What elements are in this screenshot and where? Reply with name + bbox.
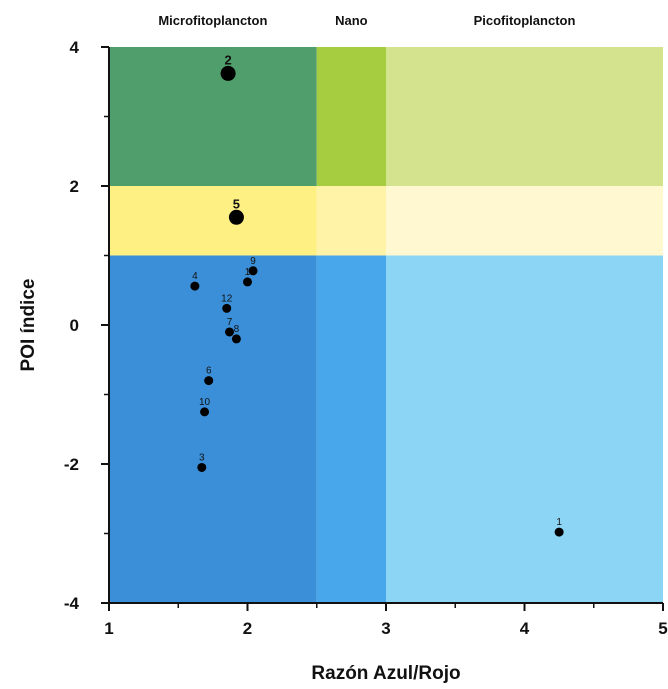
data-point <box>204 376 214 386</box>
data-point-label: 5 <box>233 196 240 211</box>
data-point <box>248 266 258 276</box>
data-point-label: 1 <box>245 267 251 278</box>
data-point-label: 12 <box>221 293 233 304</box>
region-8 <box>386 255 663 603</box>
region-7 <box>316 255 386 603</box>
data-point-label: 1 <box>556 517 562 528</box>
data-point-label: 2 <box>224 52 231 67</box>
region-5 <box>386 186 663 256</box>
data-point-label: 7 <box>227 317 233 328</box>
y-tick-label: -2 <box>64 455 79 474</box>
y-tick-label: -4 <box>64 594 80 613</box>
data-point <box>224 327 234 337</box>
y-tick-label: 2 <box>70 177 79 196</box>
data-point <box>243 277 252 287</box>
y-axis-title: POI índice <box>18 279 39 372</box>
x-tick-label: 5 <box>658 619 667 638</box>
region-label: Nano <box>335 13 368 28</box>
y-tick-label: 4 <box>70 38 80 57</box>
region-4 <box>316 186 386 256</box>
region-6 <box>109 255 317 603</box>
region-3 <box>109 186 317 256</box>
x-axis-title: Razón Azul/Rojo <box>311 663 460 684</box>
x-tick-label: 2 <box>243 619 252 638</box>
data-point <box>220 65 236 81</box>
data-point-label: 3 <box>199 452 205 463</box>
data-point <box>554 527 564 537</box>
y-tick-label: 0 <box>70 316 79 335</box>
data-point <box>231 334 241 344</box>
data-point-label: 8 <box>234 324 240 335</box>
region-2 <box>386 47 663 186</box>
data-point-label: 4 <box>192 271 198 282</box>
region-0 <box>109 47 317 186</box>
data-point-label: 10 <box>199 397 211 408</box>
data-point <box>200 407 210 417</box>
data-point <box>222 303 232 313</box>
data-point <box>228 209 244 225</box>
region-labels: Microfitoplancton Nano Picofitoplancton <box>158 13 575 28</box>
region-label: Microfitoplancton <box>158 13 267 28</box>
region-1 <box>316 47 386 186</box>
background-regions <box>109 47 663 603</box>
x-tick-label: 3 <box>381 619 390 638</box>
data-point-label: 9 <box>250 256 256 267</box>
data-point <box>190 281 200 291</box>
x-tick-label: 4 <box>520 619 530 638</box>
x-tick-label: 1 <box>104 619 113 638</box>
region-label: Picofitoplancton <box>474 13 576 28</box>
data-point <box>197 462 207 472</box>
data-point-label: 6 <box>206 366 212 377</box>
